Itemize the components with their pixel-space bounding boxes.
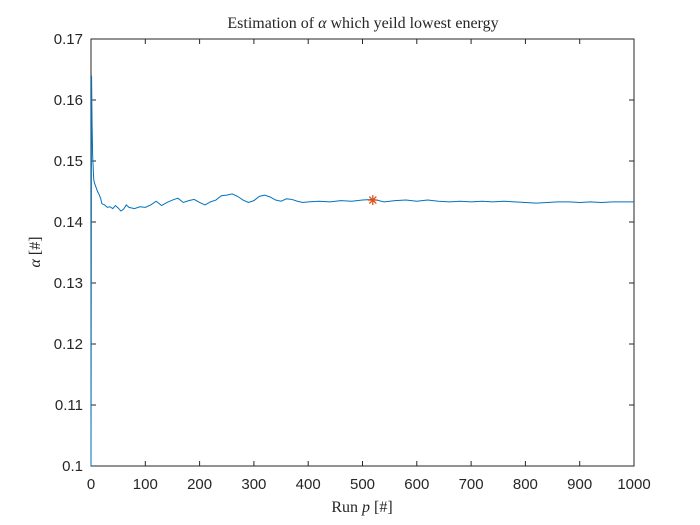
y-axis: 0.1 0.11 0.12 0.13 0.14 0.15 0.16 0.17 xyxy=(54,31,634,475)
x-tick-label: 0 xyxy=(87,476,95,493)
x-tick-label: 900 xyxy=(567,476,592,493)
x-axis-label-part: [#] xyxy=(370,499,393,516)
marker-stroke xyxy=(368,196,377,204)
chart-title-part: Estimation of xyxy=(227,15,318,32)
x-tick-label: 800 xyxy=(513,476,538,493)
chart-title-alpha: α xyxy=(318,15,327,32)
y-axis-label-part: [#] xyxy=(27,236,44,259)
x-tick-label: 500 xyxy=(350,476,375,493)
y-tick-label: 0.13 xyxy=(54,275,83,292)
y-tick-label: 0.16 xyxy=(54,92,83,109)
y-axis-label: α [#] xyxy=(27,236,44,267)
x-axis: 0 100 200 300 400 500 600 700 800 900 1000 xyxy=(87,39,651,493)
x-tick-label: 200 xyxy=(187,476,212,493)
y-tick-label: 0.11 xyxy=(55,397,83,414)
x-tick-label: 300 xyxy=(241,476,266,493)
x-tick-label: 400 xyxy=(296,476,321,493)
x-tick-label: 600 xyxy=(404,476,429,493)
x-tick-label: 100 xyxy=(133,476,158,493)
y-tick-label: 0.12 xyxy=(54,336,83,353)
chart-title: Estimation of α which yeild lowest energ… xyxy=(227,15,498,32)
x-axis-label-part: Run xyxy=(331,499,362,516)
plot-area-frame xyxy=(90,38,635,467)
x-axis-label-var: p xyxy=(361,499,370,516)
y-tick-label: 0.14 xyxy=(54,214,83,231)
x-tick-label: 1000 xyxy=(617,476,650,493)
minimum-marker xyxy=(367,195,378,206)
x-tick-label: 700 xyxy=(459,476,484,493)
series-line xyxy=(90,75,634,467)
y-tick-label: 0.1 xyxy=(62,458,83,475)
y-tick-label: 0.17 xyxy=(54,31,83,48)
chart-title-part: which yeild lowest energy xyxy=(326,15,498,32)
y-tick-label: 0.15 xyxy=(54,153,83,170)
x-axis-label: Run p [#] xyxy=(331,499,392,516)
y-axis-label-alpha: α xyxy=(27,259,44,268)
